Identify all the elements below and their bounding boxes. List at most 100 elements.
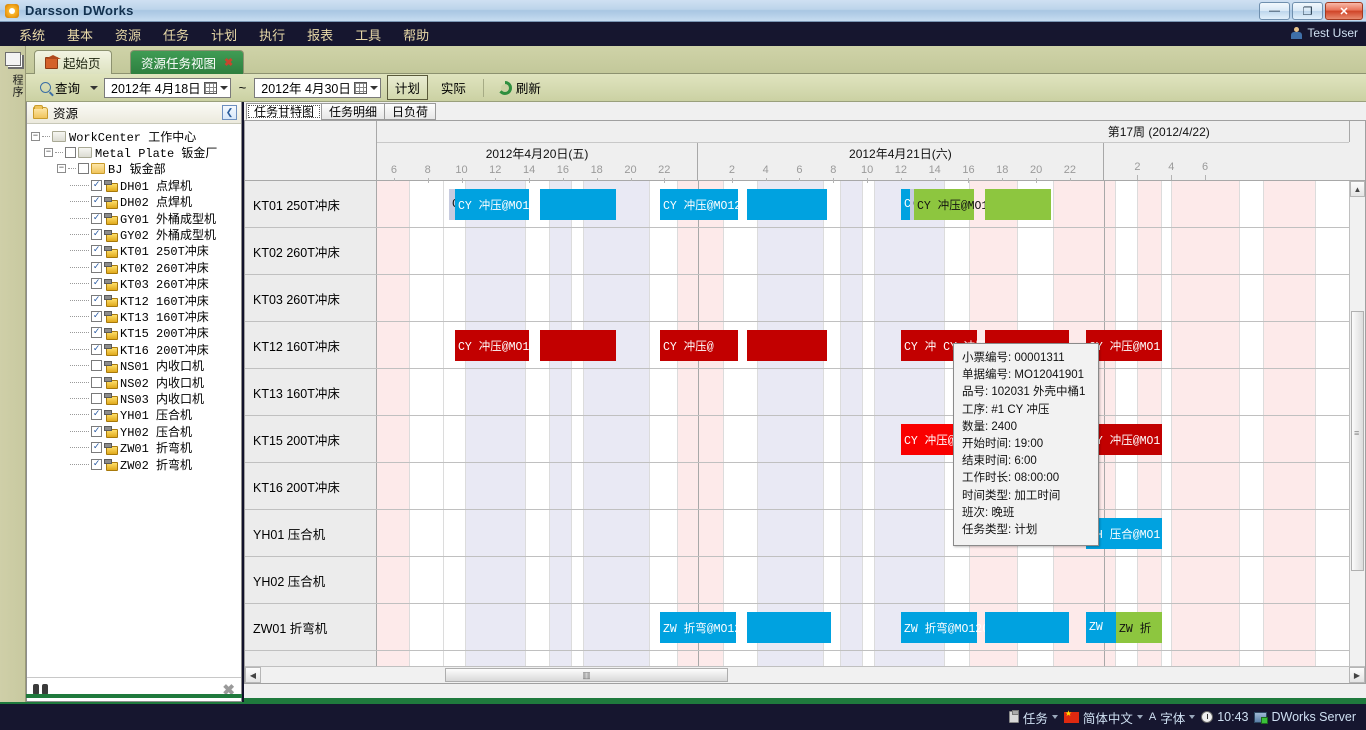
tree-checkbox[interactable]: ✓ xyxy=(91,327,102,339)
menu-item-basic[interactable]: 基本 xyxy=(67,27,94,43)
close-icon[interactable]: ✖ xyxy=(224,57,234,69)
tree-checkbox[interactable] xyxy=(91,360,102,372)
maximize-button[interactable]: ❐ xyxy=(1292,2,1323,20)
tree-checkbox[interactable]: ✓ xyxy=(91,294,102,306)
tree-node[interactable]: ✓ YH02 压合机 xyxy=(31,423,241,440)
chevron-down-icon[interactable] xyxy=(369,85,378,90)
gantt-row[interactable]: KT03 260T冲床 xyxy=(245,275,1350,322)
gantt-row-track[interactable]: YH 压合@MO1 xyxy=(377,510,1350,556)
tree-checkbox[interactable]: ✓ xyxy=(91,261,102,273)
chevron-down-icon[interactable] xyxy=(219,85,228,90)
tree-checkbox[interactable]: ✓ xyxy=(91,179,102,191)
tree-node[interactable]: ✓ ZW02 折弯机 xyxy=(31,456,241,473)
gantt-task-bar[interactable] xyxy=(747,330,827,361)
date-to-field[interactable]: 2012年 4月30日 xyxy=(254,77,381,98)
calendar-icon[interactable] xyxy=(353,81,367,94)
gantt-row-track[interactable] xyxy=(377,651,1350,666)
gantt-task-bar[interactable]: ZW xyxy=(1086,612,1116,643)
gantt-task-bar[interactable]: CY 冲压@ xyxy=(660,330,738,361)
tree-node[interactable]: ✓ ZW01 折弯机 xyxy=(31,439,241,456)
gantt-row[interactable]: YH02 压合机 xyxy=(245,557,1350,604)
menu-item-tools[interactable]: 工具 xyxy=(355,27,382,43)
tab-task-detail[interactable]: 任务明细 xyxy=(321,103,386,120)
tree-checkbox[interactable]: ✓ xyxy=(91,229,102,241)
tree-checkbox[interactable]: ✓ xyxy=(91,409,102,421)
status-task[interactable]: 任务 xyxy=(1008,708,1058,727)
tree-node[interactable]: ✓ KT03 260T冲床 xyxy=(31,276,241,292)
tree-checkbox[interactable] xyxy=(65,147,76,159)
gantt-task-bar[interactable]: ZW 折弯@MO12041901 xyxy=(660,612,783,643)
status-language[interactable]: 简体中文 xyxy=(1063,708,1143,727)
tree-node[interactable]: ✓ KT16 200T冲床 xyxy=(31,341,241,358)
gantt-task-bar[interactable]: CY 冲压@MO12041901 xyxy=(455,189,578,220)
tree-node[interactable]: − BJ 钣金部 xyxy=(31,161,241,177)
gantt-task-bar[interactable] xyxy=(985,612,1069,643)
tree-node[interactable]: ✓ DH01 点焊机 xyxy=(31,177,241,194)
tree-checkbox[interactable] xyxy=(91,376,102,388)
tree-checkbox[interactable]: ✓ xyxy=(91,442,102,454)
gantt-task-bar[interactable] xyxy=(540,330,616,361)
tree-expander-icon[interactable]: − xyxy=(57,163,66,174)
gantt-task-bar[interactable]: CY 冲压@MO12041904 xyxy=(455,330,578,361)
gantt-task-bar[interactable] xyxy=(747,189,827,220)
gantt-row-track[interactable] xyxy=(377,557,1350,603)
tree-checkbox[interactable]: ✓ xyxy=(91,196,102,208)
gantt-row-track[interactable] xyxy=(377,369,1350,415)
close-button[interactable]: ✕ xyxy=(1325,2,1363,20)
binoculars-icon[interactable] xyxy=(33,684,48,695)
menu-item-plan[interactable]: 计划 xyxy=(211,27,238,43)
gantt-row[interactable]: YH01 压合机 YH 压合@MO1 xyxy=(245,510,1350,557)
gantt-task-bar[interactable]: ZW 折 xyxy=(1116,612,1162,643)
chevron-down-icon[interactable] xyxy=(1051,715,1058,719)
tree-checkbox[interactable]: ✓ xyxy=(91,245,102,257)
tree-checkbox[interactable]: ✓ xyxy=(91,212,102,224)
plan-toggle-button[interactable]: 计划 xyxy=(386,75,428,100)
tree-expander-icon[interactable]: − xyxy=(31,130,40,141)
gantt-task-bar[interactable]: ZW 折弯@MO12041901 xyxy=(901,612,1024,643)
tab-day-load[interactable]: 日负荷 xyxy=(384,103,437,120)
gantt-task-bar[interactable]: CY 冲压@MO12041902 xyxy=(914,189,1037,220)
gantt-row-track[interactable] xyxy=(377,463,1350,509)
collapse-panel-button[interactable]: ❮ xyxy=(222,105,237,120)
resource-tree[interactable]: − WorkCenter 工作中心 − Metal Plate 钣金厂 − BJ 钣金部 ✓… xyxy=(27,124,241,677)
tree-node[interactable]: ✓ KT01 250T冲床 xyxy=(31,243,241,259)
calendar-icon[interactable] xyxy=(203,81,217,94)
gantt-row-track[interactable] xyxy=(377,228,1350,274)
tree-checkbox[interactable]: ✓ xyxy=(91,278,102,290)
tree-node[interactable]: ✓ KT02 260T冲床 xyxy=(31,259,241,276)
tree-checkbox[interactable]: ✓ xyxy=(91,458,102,470)
gantt-row[interactable]: ZW01 折弯机 ZW 折弯@MO12041901 ZW 折弯@MO12041901… xyxy=(245,604,1350,651)
gantt-task-bar[interactable] xyxy=(540,189,616,220)
gantt-row-track[interactable]: ZW 折弯@MO12041901 ZW 折弯@MO12041901 ZW ZW 折 xyxy=(377,604,1350,650)
chevron-down-icon[interactable] xyxy=(1189,715,1196,719)
tab-task-gantt[interactable]: 任务甘特图 xyxy=(246,103,323,120)
tree-checkbox[interactable] xyxy=(78,163,89,175)
left-vertical-strip[interactable]: 程序 xyxy=(0,46,26,702)
tree-checkbox[interactable] xyxy=(91,392,102,404)
minimize-button[interactable]: — xyxy=(1259,2,1290,20)
gantt-task-bar[interactable]: CY 冲压@MO12041901 xyxy=(660,189,783,220)
gantt-row[interactable]: KT02 260T冲床 xyxy=(245,228,1350,275)
windows-stack-icon[interactable] xyxy=(4,52,21,66)
gantt-task-bar[interactable] xyxy=(985,189,1051,220)
tree-node[interactable]: NS03 内收口机 xyxy=(31,390,241,407)
horizontal-scroll-thumb[interactable]: ▥ xyxy=(445,668,728,682)
gantt-task-bar[interactable] xyxy=(747,612,831,643)
date-from-field[interactable]: 2012年 4月18日 xyxy=(104,77,231,98)
vertical-scroll-thumb[interactable] xyxy=(1351,311,1364,571)
tree-node[interactable]: ✓ KT15 200T冲床 xyxy=(31,325,241,341)
gantt-row[interactable]: KT01 250T冲床 C CY 冲压@MO12041901 CY 冲压@MO1204… xyxy=(245,181,1350,228)
gantt-row[interactable]: KT16 200T冲床 xyxy=(245,463,1350,510)
horizontal-scrollbar[interactable]: ◀ ▶ ▥ xyxy=(245,666,1365,683)
chevron-down-icon[interactable] xyxy=(90,85,99,90)
tree-node[interactable]: NS01 内收口机 xyxy=(31,357,241,374)
tree-node[interactable]: ✓ GY02 外桶成型机 xyxy=(31,226,241,243)
tree-node[interactable]: ✓ KT13 160T冲床 xyxy=(31,308,241,325)
gantt-row-track[interactable]: CY 冲压@MO12041903CY 冲压@MO1 xyxy=(377,416,1350,462)
tree-node[interactable]: ✓ KT12 160T冲床 xyxy=(31,292,241,309)
scroll-left-arrow[interactable]: ◀ xyxy=(245,667,261,683)
tree-node[interactable]: ✓ GY01 外桶成型机 xyxy=(31,210,241,227)
